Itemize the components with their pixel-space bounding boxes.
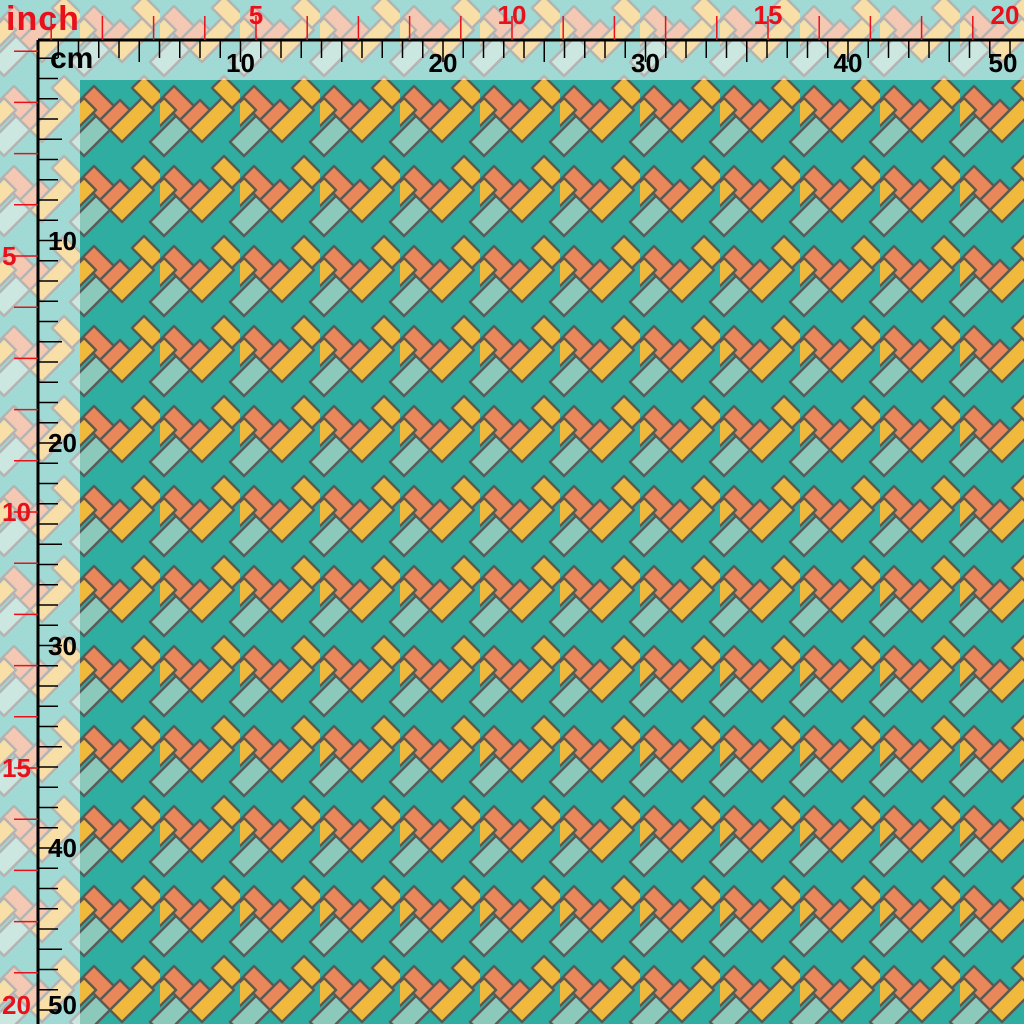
cm-label-top: 40 bbox=[833, 48, 863, 78]
inch-unit-label: inch bbox=[6, 0, 80, 38]
inch-label-top: 5 bbox=[248, 0, 264, 30]
inch-label-left: 10 bbox=[2, 497, 31, 527]
inch-label-left: 5 bbox=[2, 241, 17, 271]
cm-label-top: 10 bbox=[226, 48, 255, 78]
inch-label-left: 15 bbox=[2, 753, 31, 783]
inch-label-left: 20 bbox=[2, 990, 31, 1020]
cm-unit-label: cm bbox=[50, 42, 94, 75]
cm-label-top: 50 bbox=[988, 48, 1018, 78]
cm-label-left: 30 bbox=[48, 630, 77, 661]
cm-label-left: 20 bbox=[48, 428, 77, 458]
cm-label-top: 20 bbox=[428, 48, 458, 78]
inch-label-top: 10 bbox=[497, 0, 527, 30]
cm-label-top: 30 bbox=[631, 48, 660, 78]
inch-label-top: 15 bbox=[753, 0, 783, 30]
cm-label-left: 40 bbox=[48, 833, 77, 863]
cm-label-left: 50 bbox=[48, 990, 77, 1020]
inch-label-top: 20 bbox=[990, 0, 1020, 30]
cm-label-left: 10 bbox=[48, 225, 77, 256]
